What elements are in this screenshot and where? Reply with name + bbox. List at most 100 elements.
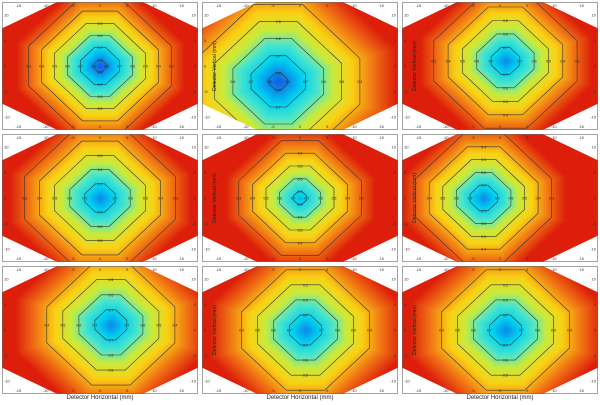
y-tick-label-right: -5 [592, 89, 596, 94]
contour-label: 0.3 [22, 197, 27, 201]
contour-line-0.4 [41, 10, 159, 122]
x-tick-label-bottom: 0 [499, 388, 502, 393]
contour-label: 0.7 [82, 197, 87, 201]
contour-label: 0.8 [285, 80, 290, 84]
x-tick-label-bottom: 10 [552, 124, 557, 129]
y-tick-label-left: 5 [4, 170, 7, 175]
contour-line-0.5 [214, 21, 342, 130]
contour-label: 0.6 [277, 197, 282, 201]
contour-label: 0.7 [481, 209, 486, 213]
x-tick-label-top: 0 [499, 3, 502, 8]
x-tick-label-top: 15 [379, 135, 384, 140]
contour-line-0.3 [433, 2, 578, 129]
contour-svg: 0.3 0.4 0.4 0.4 0.4 0.5 0.5 0.5 0.5 0.6 0.6 0.6 0.6 0… [402, 134, 598, 262]
y-tick-label-left: 5 [204, 38, 207, 43]
x-tick-label-top: 0 [299, 135, 302, 140]
heatmap-fill [202, 134, 398, 262]
contour-svg: 0.4 0.4 0.5 0.5 0.5 0.5 0.6 0.6 0.6 0.6 0.7 0.7 0.7 0… [202, 266, 398, 394]
x-tick-label-bottom: -5 [71, 124, 75, 129]
contour-label: 0.6 [335, 329, 340, 333]
x-tick-label-bottom: -10 [443, 256, 450, 261]
contour-label: 0.4 [503, 113, 508, 117]
x-tick-label-bottom: 15 [179, 256, 184, 261]
x-tick-label-bottom: 15 [179, 124, 184, 129]
x-tick-label-bottom: -15 [15, 256, 22, 261]
contour-label: 0.8 [98, 58, 103, 62]
x-tick-label-bottom: 0 [299, 256, 302, 261]
contour-line-0.4 [252, 152, 348, 244]
y-tick-label-right: 5 [594, 302, 597, 307]
y-tick-label-right: 10 [192, 144, 197, 149]
x-tick-label-bottom: -5 [271, 388, 275, 393]
contour-svg: 0.3 0.3 0.4 0.4 0.5 0.5 0.5 0.5 0.6 0.6 0.6 0.6 0.7 0… [2, 2, 198, 130]
x-tick-label-top: -10 [243, 267, 250, 272]
y-tick-label-right: -5 [392, 353, 396, 358]
x-tick-label-top: -5 [271, 3, 275, 8]
contour-label: 0.5 [503, 283, 508, 287]
contour-label: 0.5 [503, 374, 508, 378]
contour-label: 0.3 [173, 197, 178, 201]
x-tick-label-bottom: -5 [471, 388, 475, 393]
contour-label: 0.5 [455, 329, 460, 333]
y-tick-label-right: -5 [192, 353, 196, 358]
x-tick-label-top: -15 [15, 267, 22, 272]
contour-svg: 0.4 0.5 0.5 0.6 0.6 0.6 0.7 0.7 0.7 0.7 0.8 0.8 0.8 0… [202, 2, 398, 130]
contour-label: 0.5 [98, 154, 103, 158]
x-tick-label-bottom: 10 [552, 388, 557, 393]
x-tick-label-top: 0 [299, 3, 302, 8]
x-tick-label-bottom: 5 [326, 124, 329, 129]
contour-panel-r2c1: 0.3 0.3 0.4 0.4 0.5 0.5 0.5 0.5 0.6 0.6 0.6 0.6 0.7 0… [2, 134, 198, 262]
x-tick-label-bottom: 0 [299, 388, 302, 393]
detector-outside-region [402, 367, 458, 394]
y-tick-label-left: 5 [4, 38, 7, 43]
contour-label: 0.5 [481, 158, 486, 162]
contour-label: 0.5 [440, 197, 445, 201]
x-tick-label-bottom: 0 [499, 256, 502, 261]
contour-label: 0.5 [60, 323, 65, 327]
x-tick-label-bottom: -15 [215, 256, 222, 261]
x-tick-label-top: 10 [352, 267, 357, 272]
y-tick-label-right: -5 [592, 221, 596, 226]
contour-label: 0.6 [321, 80, 326, 84]
x-tick-label-bottom: 5 [526, 256, 529, 261]
contour-label: 0.6 [503, 32, 508, 36]
detector-outside-region [542, 103, 598, 130]
contour-svg: 0.3 0.3 0.4 0.4 0.4 0.5 0.5 0.5 0.5 0.6 0.6 0.6 0.6 0… [402, 2, 598, 130]
y-tick-label-right: 0 [394, 196, 397, 201]
x-tick-label-bottom: 10 [552, 256, 557, 261]
contour-label: 0.7 [503, 313, 508, 317]
contour-svg: 0.3 0.3 0.4 0.4 0.4 0.4 0.5 0.5 0.5 0.5 0.6 0.6 0.6 0… [202, 134, 398, 262]
contour-label: 0.4 [158, 197, 163, 201]
y-tick-label-right: 10 [192, 12, 197, 17]
y-axis-label: Detector Vertical (mm) [412, 305, 418, 355]
contour-label: 0.4 [367, 329, 372, 333]
contour-label: 0.3 [575, 59, 580, 63]
y-tick-label-right: -10 [390, 247, 397, 252]
contour-panel-r2c2: 0.3 0.3 0.4 0.4 0.4 0.4 0.5 0.5 0.5 0.5 0.6 0.6 0.6 0… [202, 134, 398, 262]
contour-label: 0.5 [339, 80, 344, 84]
contour-label: 0.5 [98, 107, 103, 111]
contour-label: 0.7 [291, 197, 296, 201]
contour-line-0.7 [490, 47, 521, 75]
contour-label: 0.7 [519, 329, 524, 333]
contour-label: 0.5 [156, 323, 161, 327]
contour-label: 0.7 [298, 203, 303, 207]
x-tick-label-bottom: 5 [126, 388, 129, 393]
x-tick-label-bottom: -10 [243, 124, 250, 129]
y-tick-label-left: -5 [404, 89, 408, 94]
x-tick-label-bottom: -5 [271, 256, 275, 261]
contour-label: 0.6 [318, 197, 323, 201]
y-tick-label-left: 10 [204, 276, 209, 281]
contour-label: 0.7 [117, 65, 122, 69]
y-tick-label-left: 0 [204, 64, 207, 69]
y-tick-label-left: 0 [204, 328, 207, 333]
x-tick-label-top: -15 [15, 135, 22, 140]
contour-label: 0.5 [143, 197, 148, 201]
contour-label: 0.5 [503, 100, 508, 104]
x-tick-label-bottom: -15 [215, 124, 222, 129]
x-tick-label-bottom: 10 [152, 124, 157, 129]
x-tick-label-top: 5 [126, 3, 129, 8]
contour-label: 0.7 [287, 329, 292, 333]
y-tick-label-left: 0 [204, 196, 207, 201]
y-tick-label-right: 5 [194, 170, 197, 175]
